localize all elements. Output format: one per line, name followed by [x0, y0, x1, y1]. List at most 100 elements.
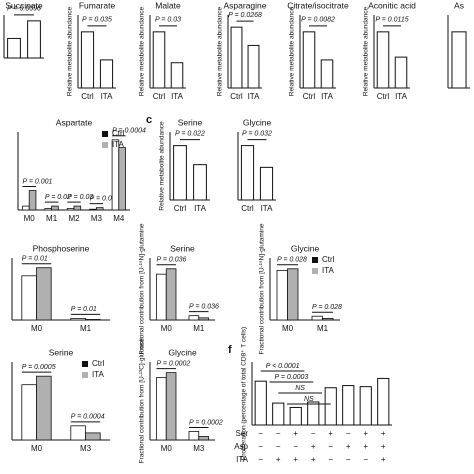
bar [451, 31, 467, 89]
x-tick-label: ITA [395, 92, 408, 101]
bar [230, 26, 243, 89]
p-value: P = 0.03 [155, 17, 181, 24]
chart-title: Glycine [168, 347, 197, 357]
x-tick-label: M1 [80, 324, 92, 333]
y-axis-label: Relative metabolite abundance [363, 6, 370, 96]
panel-label: c [146, 114, 152, 126]
chart-title: Phosphoserine [33, 243, 90, 253]
chart-title: Aspartate [56, 117, 93, 127]
bar [302, 31, 316, 89]
chart-title: Glycine [291, 243, 320, 253]
bar [342, 385, 355, 426]
condition-sign: − [276, 442, 281, 451]
p-value: P = 0.0005 [22, 364, 56, 371]
bar [311, 315, 323, 321]
bar [36, 375, 52, 441]
x-tick-label: M3 [91, 214, 103, 223]
x-tick-label: Ctrl [303, 92, 316, 101]
x-tick-label: ITA [321, 92, 334, 101]
p-value: P = 0.036 [157, 257, 187, 264]
bar [21, 275, 37, 321]
bar [259, 166, 274, 201]
bar [70, 425, 86, 441]
bar [376, 31, 390, 89]
bar [320, 59, 334, 89]
condition-label: ITA [236, 455, 249, 464]
x-tick-label: ITA [194, 204, 207, 213]
condition-sign: − [346, 455, 351, 464]
bar [73, 205, 82, 211]
bar [22, 205, 30, 211]
condition-sign: − [293, 442, 298, 451]
y-axis-label: Relative metabolite abundance [217, 6, 224, 96]
chart-title: Glycine [243, 117, 272, 127]
p-value: P = 0.03 [67, 194, 93, 201]
chart-title: Malate [155, 0, 181, 10]
y-axis-label: Fractional contribution from [U-¹³C]-glu… [139, 338, 146, 463]
bar [165, 372, 177, 441]
bar [276, 269, 288, 321]
x-tick-label: Ctrl [153, 92, 166, 101]
legend-label: Ctrl [92, 359, 105, 368]
chart-title: As [454, 0, 464, 10]
chart-title: Aconitic acid [368, 0, 416, 10]
x-tick-label: M4 [113, 214, 125, 223]
y-axis-label: Fractional contribution from [U-¹⁵N]-glu… [139, 223, 146, 354]
bar [96, 207, 104, 211]
annotation: NS [295, 385, 305, 392]
legend-label: ITA [322, 266, 335, 275]
condition-sign: + [328, 429, 333, 438]
x-tick-label: M2 [68, 214, 80, 223]
condition-sign: − [276, 429, 281, 438]
bar [198, 317, 209, 321]
legend-label: Ctrl [322, 255, 335, 264]
bar [51, 205, 59, 211]
chart-title: Serine [170, 243, 195, 253]
bar [307, 401, 320, 426]
bar [111, 139, 120, 211]
legend-swatch [82, 361, 88, 367]
chart-title: Succinate [5, 0, 43, 10]
bar [66, 208, 75, 211]
bar [36, 267, 52, 321]
legend-label: Ctrl [112, 129, 125, 138]
bar [198, 436, 209, 441]
annotation: P < 0.0001 [266, 363, 300, 370]
condition-label: Asp [234, 442, 248, 451]
annotation: NS [304, 396, 314, 403]
bar [193, 164, 207, 201]
condition-sign: + [363, 442, 368, 451]
bar [44, 208, 53, 211]
x-tick-label: M0 [161, 324, 173, 333]
p-value: P = 0.036 [189, 304, 219, 311]
condition-sign: + [346, 442, 351, 451]
chart-title: Serine [178, 117, 203, 127]
p-value: P = 0.0004 [71, 414, 105, 421]
y-axis-label: Fractional contribution from [U-¹⁵N]-glu… [259, 223, 266, 354]
bar [85, 432, 101, 441]
x-tick-label: Ctrl [241, 204, 254, 213]
condition-sign: + [276, 455, 281, 464]
p-value: P = 0.0004 [112, 128, 146, 135]
legend-swatch [102, 142, 108, 148]
bar [28, 190, 37, 211]
chart-title: Fumarate [79, 0, 116, 10]
x-tick-label: M1 [46, 214, 58, 223]
y-axis-label: Relative metabolite abundance [139, 6, 146, 96]
bar [272, 402, 285, 426]
bar [118, 147, 126, 211]
p-value: P = 0.01 [22, 256, 48, 263]
condition-sign: + [293, 455, 298, 464]
bar [287, 268, 299, 321]
bar [21, 384, 37, 441]
x-tick-label: ITA [261, 204, 274, 213]
condition-sign: + [311, 455, 316, 464]
bar [152, 31, 166, 89]
bar [80, 31, 95, 89]
x-tick-label: M0 [282, 324, 294, 333]
bar [99, 59, 114, 89]
condition-sign: − [346, 429, 351, 438]
p-value: P = 0.022 [175, 130, 205, 137]
bar [254, 380, 267, 426]
bar [240, 145, 255, 201]
